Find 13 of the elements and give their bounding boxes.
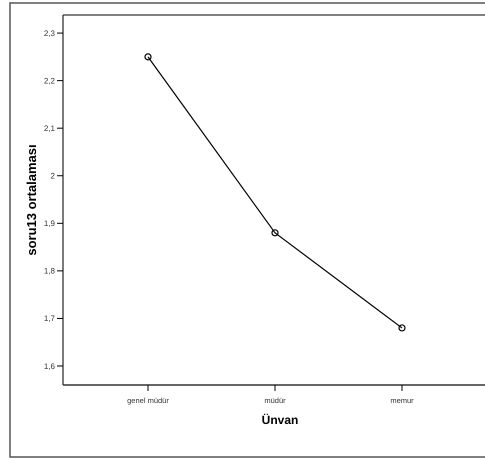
point bbox=[144, 53, 152, 60]
y-tick-label: 2,1 bbox=[44, 124, 56, 133]
y-tick-label: 2,2 bbox=[44, 76, 56, 86]
y-tick-label: 2,3 bbox=[44, 28, 56, 38]
y-tick-label: 1,9 bbox=[44, 219, 56, 228]
point bbox=[271, 229, 279, 236]
y-tick-label: 1,7 bbox=[44, 314, 56, 324]
y-tick-label: 1,8 bbox=[44, 266, 56, 276]
y-tick-label: 1,6 bbox=[44, 362, 56, 371]
y-tick-label: 2 bbox=[50, 172, 56, 181]
x-axis-title: Ünvan bbox=[262, 413, 298, 427]
y-axis-title: soru13 ortalaması bbox=[24, 144, 39, 256]
point bbox=[398, 324, 406, 332]
